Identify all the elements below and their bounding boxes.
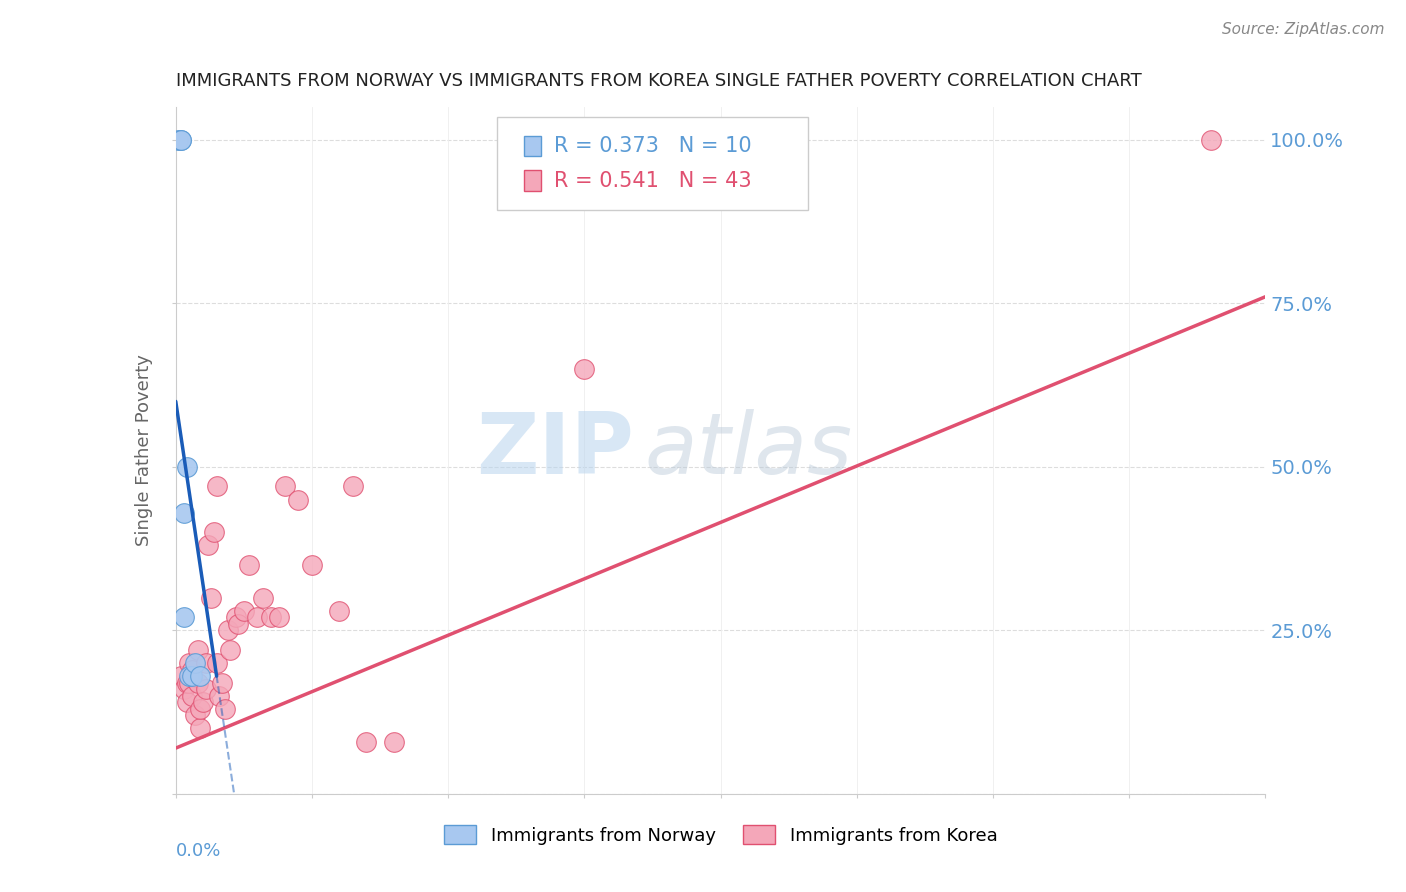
- Point: [170, 133, 193, 147]
- Point: [170, 669, 193, 683]
- Text: R = 0.541   N = 43: R = 0.541 N = 43: [554, 170, 751, 191]
- Text: IMMIGRANTS FROM NORWAY VS IMMIGRANTS FROM KOREA SINGLE FATHER POVERTY CORRELATIO: IMMIGRANTS FROM NORWAY VS IMMIGRANTS FRO…: [176, 72, 1142, 90]
- Point: [382, 734, 405, 748]
- Point: [211, 675, 233, 690]
- Point: [205, 656, 228, 670]
- Point: [301, 558, 323, 572]
- Point: [219, 643, 242, 657]
- Point: [200, 591, 222, 605]
- Point: [173, 610, 195, 624]
- Point: [188, 722, 211, 736]
- Point: [356, 734, 378, 748]
- FancyBboxPatch shape: [498, 118, 808, 211]
- Point: [232, 604, 254, 618]
- Point: [574, 361, 596, 376]
- Point: [188, 669, 211, 683]
- Text: Source: ZipAtlas.com: Source: ZipAtlas.com: [1222, 22, 1385, 37]
- Point: [197, 538, 219, 552]
- Point: [191, 695, 214, 709]
- Point: [287, 492, 309, 507]
- Point: [184, 708, 207, 723]
- Point: [202, 525, 225, 540]
- Point: [1199, 133, 1222, 147]
- Point: [252, 591, 274, 605]
- Point: [260, 610, 283, 624]
- Point: [167, 133, 190, 147]
- Point: [179, 656, 201, 670]
- Point: [176, 695, 198, 709]
- Point: [246, 610, 269, 624]
- Point: [274, 479, 297, 493]
- Point: [217, 624, 239, 638]
- Point: [179, 669, 201, 683]
- Point: [194, 682, 217, 697]
- Point: [214, 702, 236, 716]
- Y-axis label: Single Father Poverty: Single Father Poverty: [135, 354, 153, 547]
- Point: [328, 604, 350, 618]
- Point: [186, 643, 209, 657]
- Point: [269, 610, 291, 624]
- Point: [225, 610, 247, 624]
- Point: [186, 675, 209, 690]
- Point: [173, 506, 195, 520]
- Point: [184, 656, 207, 670]
- FancyBboxPatch shape: [524, 136, 541, 156]
- Point: [181, 669, 204, 683]
- Text: 0.0%: 0.0%: [176, 842, 221, 860]
- Point: [208, 689, 231, 703]
- Point: [181, 689, 204, 703]
- Text: R = 0.373   N = 10: R = 0.373 N = 10: [554, 136, 751, 156]
- Point: [342, 479, 364, 493]
- Point: [194, 656, 217, 670]
- Point: [179, 675, 201, 690]
- Point: [173, 682, 195, 697]
- Point: [181, 663, 204, 677]
- Point: [205, 479, 228, 493]
- Point: [188, 702, 211, 716]
- Point: [176, 675, 198, 690]
- Text: ZIP: ZIP: [475, 409, 633, 492]
- Point: [176, 459, 198, 474]
- FancyBboxPatch shape: [524, 170, 541, 191]
- Point: [228, 616, 250, 631]
- Text: atlas: atlas: [644, 409, 852, 492]
- Point: [170, 133, 193, 147]
- Point: [238, 558, 260, 572]
